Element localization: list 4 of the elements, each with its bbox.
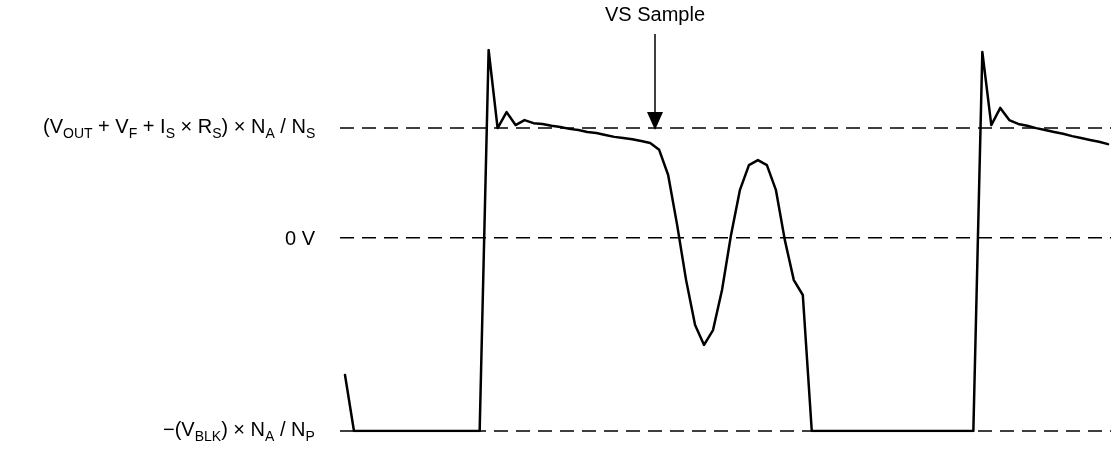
- text: (V$_{OUT}$ + V$_{F}$ + I$_{S}$ × R$_{S}$) × N$_{A}$ / N$_{S}$: [43, 115, 316, 142]
- ref-line-label: −(V$_{BLK}$) × N$_{A}$ / N$_{P}$: [163, 417, 315, 445]
- ref-line-label: 0 V: [285, 225, 316, 250]
- text: VS Sample: [605, 2, 706, 26]
